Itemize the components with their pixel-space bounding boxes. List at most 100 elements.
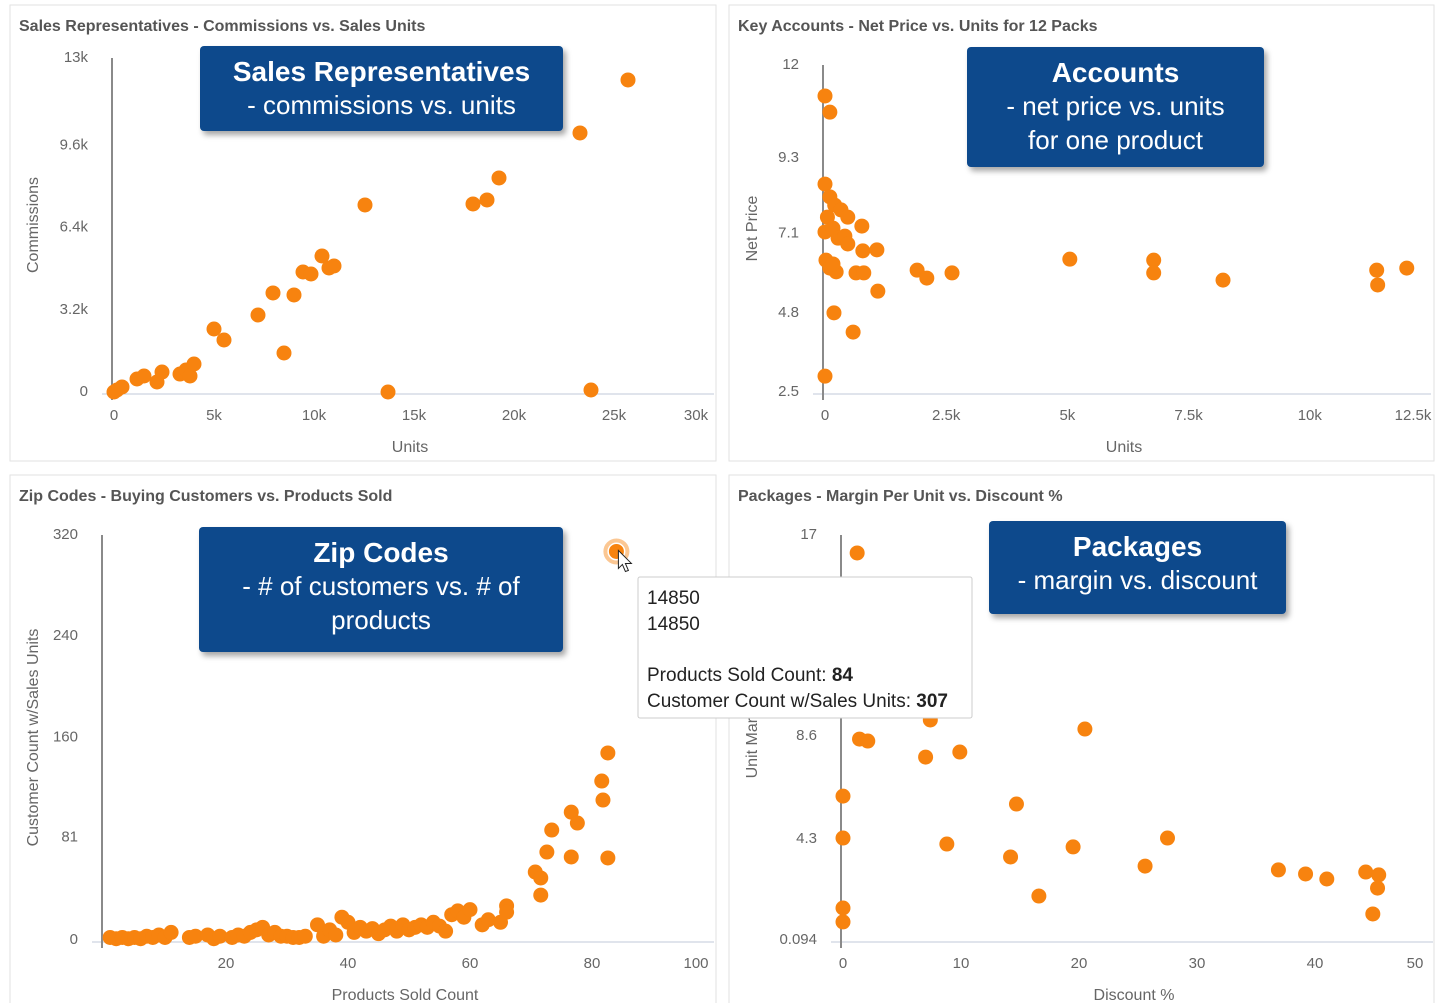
data-point — [1062, 251, 1078, 267]
x-tick-label: 10k — [302, 407, 327, 424]
panel-title: Packages - Margin Per Unit vs. Discount … — [738, 488, 1063, 505]
y-axis-title: Customer Count w/Sales Units — [25, 629, 42, 847]
data-point — [216, 332, 232, 348]
data-point — [817, 368, 833, 384]
data-point — [1298, 866, 1314, 882]
data-point — [533, 887, 549, 903]
tooltip-value: 307 — [916, 691, 948, 712]
data-point — [328, 927, 344, 943]
data-point — [855, 243, 871, 259]
x-tick-label: 40 — [1307, 955, 1324, 972]
data-point — [533, 870, 549, 886]
data-point — [835, 914, 851, 930]
y-tick-label: 17 — [800, 526, 817, 543]
x-tick-label: 5k — [1059, 407, 1075, 424]
data-point — [849, 545, 865, 561]
panel-title: Key Accounts - Net Price vs. Units for 1… — [738, 18, 1098, 35]
tooltip-line: 14850 — [647, 614, 700, 635]
data-point — [1031, 888, 1047, 904]
y-axis-title: Commissions — [25, 177, 42, 273]
data-point — [826, 305, 842, 321]
data-point — [569, 815, 585, 831]
callout-box — [200, 46, 563, 131]
panel-title: Zip Codes - Buying Customers vs. Product… — [19, 488, 392, 505]
data-point — [594, 773, 610, 789]
data-point — [163, 924, 179, 940]
data-point — [479, 192, 495, 208]
tooltip-label: Customer Count w/Sales Units: — [647, 691, 911, 712]
callout-box — [989, 521, 1286, 614]
data-point — [840, 236, 856, 252]
data-point — [600, 745, 616, 761]
data-point — [1371, 867, 1387, 883]
data-point — [250, 307, 266, 323]
y-tick-label: 81 — [61, 828, 78, 845]
data-point — [620, 72, 636, 88]
data-point — [1137, 858, 1153, 874]
x-tick-label: 12.5k — [1395, 407, 1432, 424]
data-point — [1146, 265, 1162, 281]
data-point — [136, 368, 152, 384]
y-tick-label: 320 — [53, 526, 78, 543]
chart-panel: Zip Codes - Buying Customers vs. Product… — [9, 474, 717, 1003]
data-point — [539, 844, 555, 860]
panel-title: Sales Representatives - Commissions vs. … — [19, 18, 426, 35]
hover-ring — [603, 538, 630, 565]
data-point — [952, 744, 968, 760]
data-point — [600, 850, 616, 866]
y-tick-label: 3.2k — [60, 301, 89, 318]
data-point — [114, 379, 130, 395]
data-point — [869, 242, 885, 258]
data-point — [1146, 252, 1162, 268]
data-point — [817, 88, 833, 104]
data-point — [265, 285, 281, 301]
data-point — [480, 912, 496, 928]
x-axis-title: Units — [1106, 439, 1142, 456]
data-point — [491, 170, 507, 186]
y-tick-label: 0 — [80, 383, 88, 400]
x-tick-label: 5k — [206, 407, 222, 424]
callout: Zip Codes- # of customers vs. # of produc… — [199, 527, 563, 652]
x-tick-label: 60 — [462, 955, 479, 972]
data-point — [835, 788, 851, 804]
data-point — [154, 364, 170, 380]
tooltip-row: Products Sold Count: 84 — [647, 665, 853, 686]
data-point — [286, 287, 302, 303]
callout-line: - commissions vs. units — [247, 90, 516, 120]
data-point — [499, 904, 515, 920]
data-point — [919, 270, 935, 286]
callout-line: - margin vs. discount — [1018, 565, 1259, 595]
x-tick-label: 25k — [602, 407, 627, 424]
callout-title: Packages — [1073, 531, 1202, 562]
data-point — [1077, 721, 1093, 737]
data-point — [595, 792, 611, 808]
callout-line: products — [331, 605, 431, 635]
x-tick-label: 80 — [584, 955, 601, 972]
data-point — [297, 928, 313, 944]
y-tick-label: 0 — [70, 931, 78, 948]
y-tick-label: 9.6k — [60, 136, 89, 153]
x-tick-label: 30 — [1189, 955, 1206, 972]
x-tick-label: 7.5k — [1174, 407, 1203, 424]
data-point — [314, 248, 330, 264]
callout-box — [199, 527, 563, 652]
data-point — [572, 125, 588, 141]
chart-panel: Packages - Margin Per Unit vs. Discount … — [728, 474, 1435, 1003]
callout-box — [967, 47, 1264, 167]
y-tick-label: 12 — [782, 56, 799, 73]
y-tick-label: 6.4k — [60, 219, 89, 236]
data-point — [845, 324, 861, 340]
data-point — [303, 266, 319, 282]
callout: Sales Representatives- commissions vs. u… — [200, 46, 563, 131]
data-point — [380, 384, 396, 400]
x-axis-title: Discount % — [1094, 987, 1175, 1003]
data-point — [1270, 862, 1286, 878]
x-tick-label: 20 — [218, 955, 235, 972]
x-tick-label: 2.5k — [932, 407, 961, 424]
data-point — [939, 836, 955, 852]
x-axis-title: Units — [392, 439, 428, 456]
data-point — [583, 382, 599, 398]
data-point — [462, 902, 478, 918]
chart-panel: Sales Representatives - Commissions vs. … — [9, 4, 717, 462]
